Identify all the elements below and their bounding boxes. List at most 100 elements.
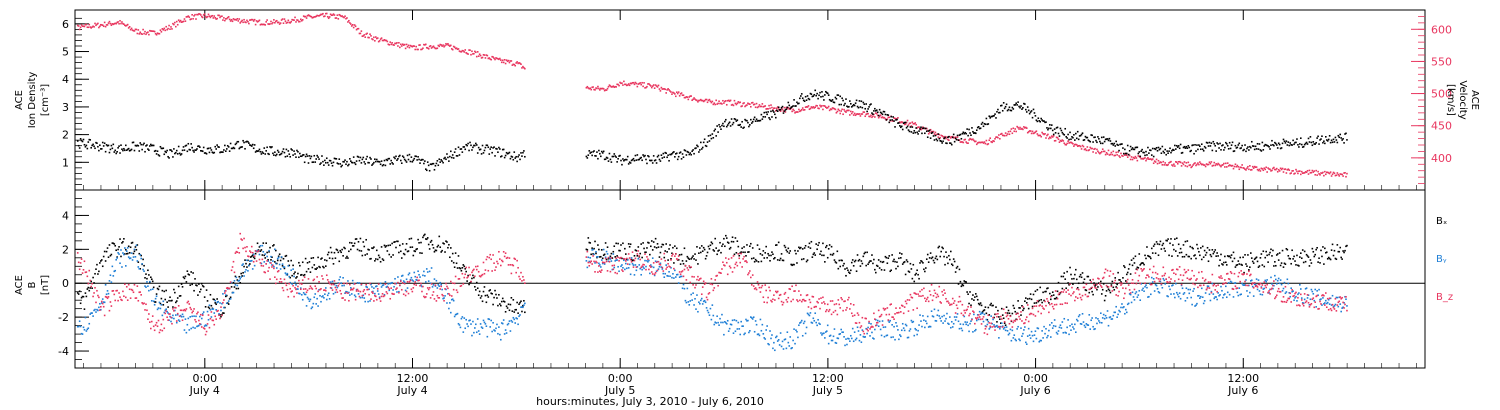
data-point bbox=[77, 144, 80, 147]
data-point bbox=[1330, 175, 1333, 177]
data-point bbox=[616, 83, 618, 86]
data-point bbox=[974, 329, 976, 332]
data-point bbox=[202, 311, 205, 313]
data-point bbox=[1339, 173, 1342, 175]
data-point bbox=[1016, 125, 1018, 128]
data-point bbox=[400, 45, 403, 47]
data-point bbox=[1242, 256, 1244, 259]
data-point bbox=[901, 322, 904, 325]
data-point bbox=[513, 311, 516, 313]
data-point bbox=[625, 258, 628, 261]
data-point bbox=[1032, 293, 1035, 296]
data-point bbox=[406, 45, 409, 48]
data-point bbox=[161, 314, 164, 317]
data-point bbox=[1301, 146, 1304, 148]
data-point bbox=[1267, 145, 1269, 147]
data-point bbox=[202, 146, 205, 149]
data-point bbox=[930, 257, 933, 260]
data-point bbox=[235, 276, 238, 279]
data-point bbox=[630, 82, 633, 85]
data-point bbox=[403, 253, 406, 256]
data-point bbox=[1241, 144, 1243, 147]
data-point bbox=[1080, 133, 1083, 136]
data-point bbox=[1155, 241, 1158, 243]
data-point bbox=[1000, 104, 1002, 107]
data-point bbox=[1053, 297, 1056, 300]
data-point bbox=[1139, 156, 1142, 159]
data-point bbox=[997, 108, 999, 111]
data-point bbox=[683, 287, 686, 290]
data-point bbox=[1291, 170, 1293, 172]
data-point bbox=[758, 104, 761, 106]
data-point bbox=[688, 258, 691, 261]
data-point bbox=[767, 108, 769, 110]
data-point bbox=[902, 327, 905, 329]
data-point bbox=[660, 86, 663, 89]
data-point bbox=[506, 307, 509, 309]
data-point bbox=[514, 308, 517, 311]
data-point bbox=[236, 284, 239, 287]
data-point bbox=[476, 152, 479, 154]
data-point bbox=[463, 265, 466, 268]
data-point bbox=[980, 123, 983, 125]
data-point bbox=[1078, 275, 1081, 278]
data-point bbox=[502, 319, 505, 321]
data-point bbox=[386, 285, 389, 288]
data-point bbox=[205, 289, 208, 291]
data-point bbox=[825, 91, 828, 94]
data-point bbox=[249, 144, 251, 146]
data-point bbox=[752, 316, 755, 318]
data-point bbox=[605, 258, 608, 261]
data-point bbox=[464, 327, 467, 330]
data-point bbox=[703, 299, 706, 302]
data-point bbox=[389, 282, 392, 285]
data-point bbox=[518, 154, 520, 156]
data-point bbox=[1077, 138, 1080, 141]
data-point bbox=[1153, 243, 1156, 246]
data-point bbox=[952, 136, 955, 139]
data-point bbox=[246, 19, 248, 22]
data-point bbox=[361, 296, 364, 299]
data-point bbox=[377, 254, 380, 257]
data-point bbox=[120, 255, 122, 258]
data-point bbox=[673, 277, 675, 279]
data-point bbox=[1273, 166, 1275, 169]
data-point bbox=[342, 160, 344, 163]
data-point bbox=[730, 104, 733, 106]
data-point bbox=[276, 259, 279, 262]
data-point bbox=[377, 293, 380, 295]
data-point bbox=[874, 107, 876, 110]
data-point bbox=[1174, 165, 1176, 167]
data-point bbox=[397, 276, 399, 278]
data-point bbox=[1285, 140, 1288, 142]
data-point bbox=[1117, 271, 1119, 274]
data-point bbox=[293, 150, 295, 152]
x-tick-label: 12:00 bbox=[1227, 372, 1259, 385]
data-point bbox=[303, 273, 306, 276]
data-point bbox=[352, 245, 355, 247]
data-point bbox=[103, 21, 106, 24]
data-point bbox=[889, 119, 892, 121]
data-point bbox=[370, 283, 372, 286]
data-point bbox=[1106, 286, 1109, 288]
data-point bbox=[800, 246, 802, 249]
data-point bbox=[507, 59, 510, 62]
data-point bbox=[1187, 144, 1190, 147]
data-point bbox=[1234, 266, 1237, 268]
data-point bbox=[208, 151, 211, 154]
data-point bbox=[896, 118, 898, 121]
data-point bbox=[837, 337, 840, 340]
data-point bbox=[598, 87, 600, 90]
data-point bbox=[309, 271, 312, 273]
data-point bbox=[445, 158, 447, 161]
data-point bbox=[1027, 131, 1030, 133]
data-point bbox=[597, 244, 599, 246]
data-point bbox=[428, 248, 431, 250]
data-point bbox=[990, 140, 992, 143]
data-point bbox=[633, 159, 636, 162]
data-point bbox=[1136, 159, 1139, 162]
data-point bbox=[641, 268, 643, 271]
data-point bbox=[892, 260, 894, 263]
data-point bbox=[463, 317, 466, 319]
data-point bbox=[505, 305, 508, 308]
